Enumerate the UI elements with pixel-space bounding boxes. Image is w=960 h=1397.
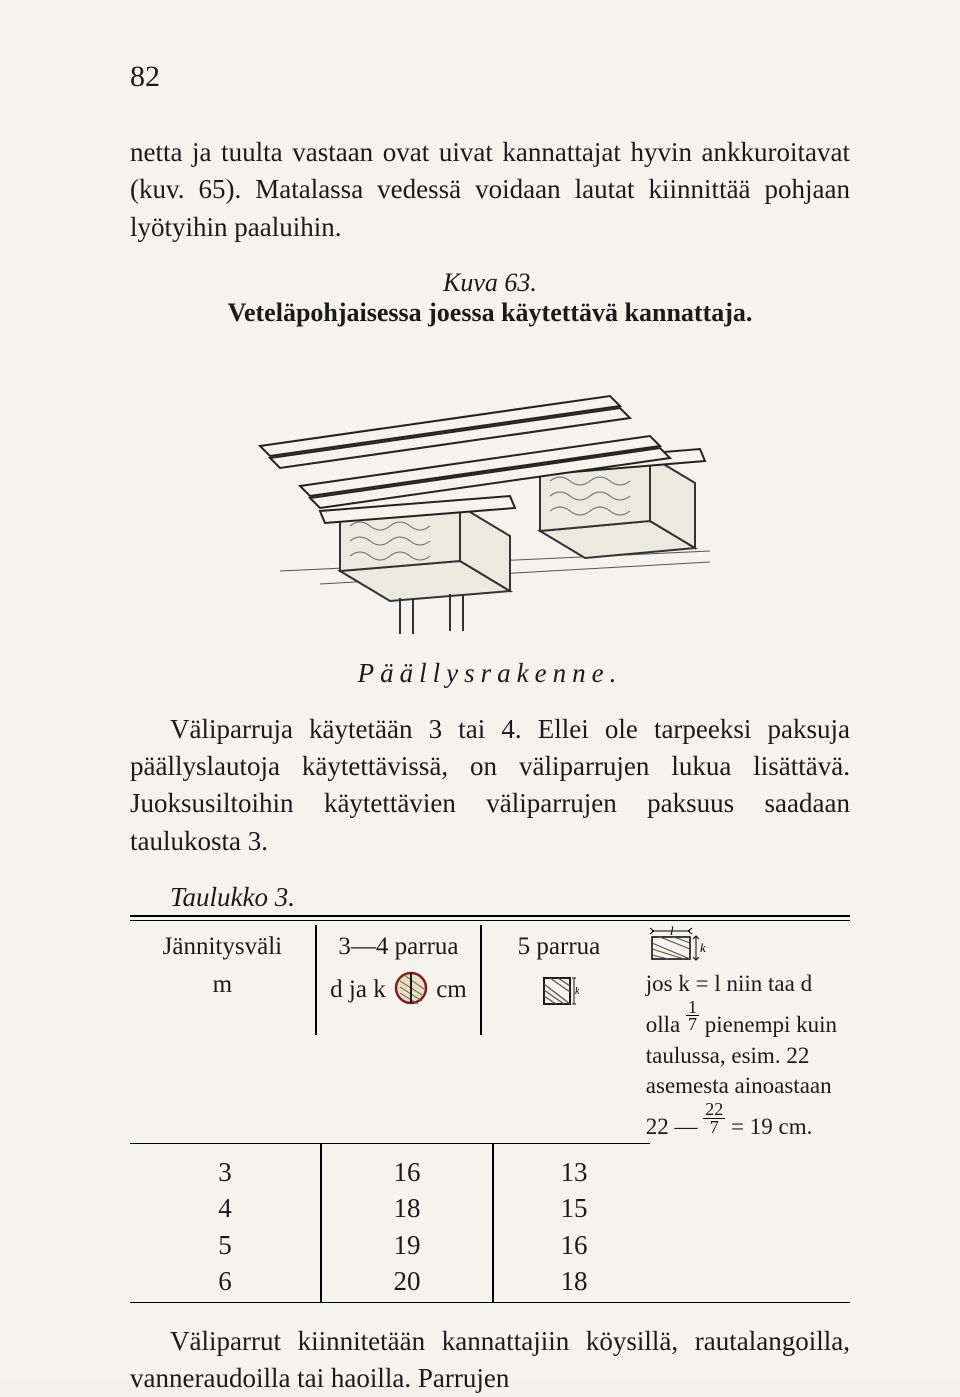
col-c-header: 5 parrua xyxy=(480,925,636,1035)
paragraph-1: netta ja tuulta vastaan ovat uivat kanna… xyxy=(130,134,850,246)
data-col-c: 13 15 16 18 xyxy=(492,1144,654,1302)
figure-caption: Kuva 63. Veteläpohjaisessa joessa käytet… xyxy=(130,268,850,328)
paragraph-3: Väliparrut kiinnitetään kannattajiin köy… xyxy=(130,1323,850,1397)
col-b-title: 3—4 parrua xyxy=(338,933,458,961)
svg-text:k: k xyxy=(575,986,579,997)
data-col-m: 3 4 5 6 xyxy=(130,1144,320,1302)
col-span-header: Jännitysväli m xyxy=(130,925,315,1035)
cell: 16 xyxy=(322,1154,492,1190)
square-section-icon: k xyxy=(539,971,579,1018)
table-label: Taulukko 3. xyxy=(170,882,850,913)
cell: 15 xyxy=(494,1190,654,1226)
cell: 20 xyxy=(322,1263,492,1299)
cell: 3 xyxy=(130,1154,320,1190)
figure-title: Veteläpohjaisessa joessa käytettävä kann… xyxy=(130,298,850,328)
l-k-diagram-icon: l xyxy=(646,925,718,965)
cell: 5 xyxy=(130,1227,320,1263)
top-double-rule xyxy=(130,915,850,921)
table-header-row: Jännitysväli m 3—4 parrua d ja k xyxy=(130,925,850,1143)
col-b-header: 3—4 parrua d ja k xyxy=(315,925,480,1035)
fraction-22-7: 227 xyxy=(703,1101,725,1134)
cell: 13 xyxy=(494,1154,654,1190)
section-heading: Päällysrakenne. xyxy=(130,658,850,689)
paragraph-2: Väliparruja käytetään 3 tai 4. Ellei ole… xyxy=(130,711,850,860)
cell: 4 xyxy=(130,1190,320,1226)
d-ja-k-label: d ja k xyxy=(330,976,386,1003)
cell: 6 xyxy=(130,1263,320,1299)
cell: 19 xyxy=(322,1227,492,1263)
bottom-rule xyxy=(130,1302,850,1303)
cell: 18 xyxy=(322,1190,492,1226)
figure-label: Kuva 63. xyxy=(130,268,850,298)
side-note-part3: = 19 cm. xyxy=(725,1115,812,1140)
data-col-b: 16 18 19 20 xyxy=(320,1144,492,1302)
col-c-sub: k xyxy=(537,971,581,1018)
cm-label: cm xyxy=(436,976,467,1003)
page-number: 82 xyxy=(130,60,850,94)
side-note-text: jos k = l niin taa d olla 17 pienempi ku… xyxy=(646,967,850,1143)
table-3: Jännitysväli m 3—4 parrua d ja k xyxy=(130,915,850,1303)
side-note-col: l xyxy=(636,925,850,1143)
figure-illustration xyxy=(250,336,730,636)
col-a-header-sub: m xyxy=(130,971,315,999)
col-b-sub: d ja k cm xyxy=(330,971,467,1012)
col-a-header-top: Jännitysväli xyxy=(130,933,315,961)
document-page: 82 netta ja tuulta vastaan ovat uivat ka… xyxy=(0,0,960,1380)
cross-section-icon xyxy=(394,971,428,1012)
cell: 18 xyxy=(494,1263,654,1299)
col-c-title: 5 parrua xyxy=(518,933,601,961)
cell: 16 xyxy=(494,1227,654,1263)
fraction-1-7: 17 xyxy=(686,999,699,1032)
svg-text:k: k xyxy=(700,940,706,955)
table-data-row: 3 4 5 6 16 18 19 20 13 15 16 18 xyxy=(130,1144,850,1302)
